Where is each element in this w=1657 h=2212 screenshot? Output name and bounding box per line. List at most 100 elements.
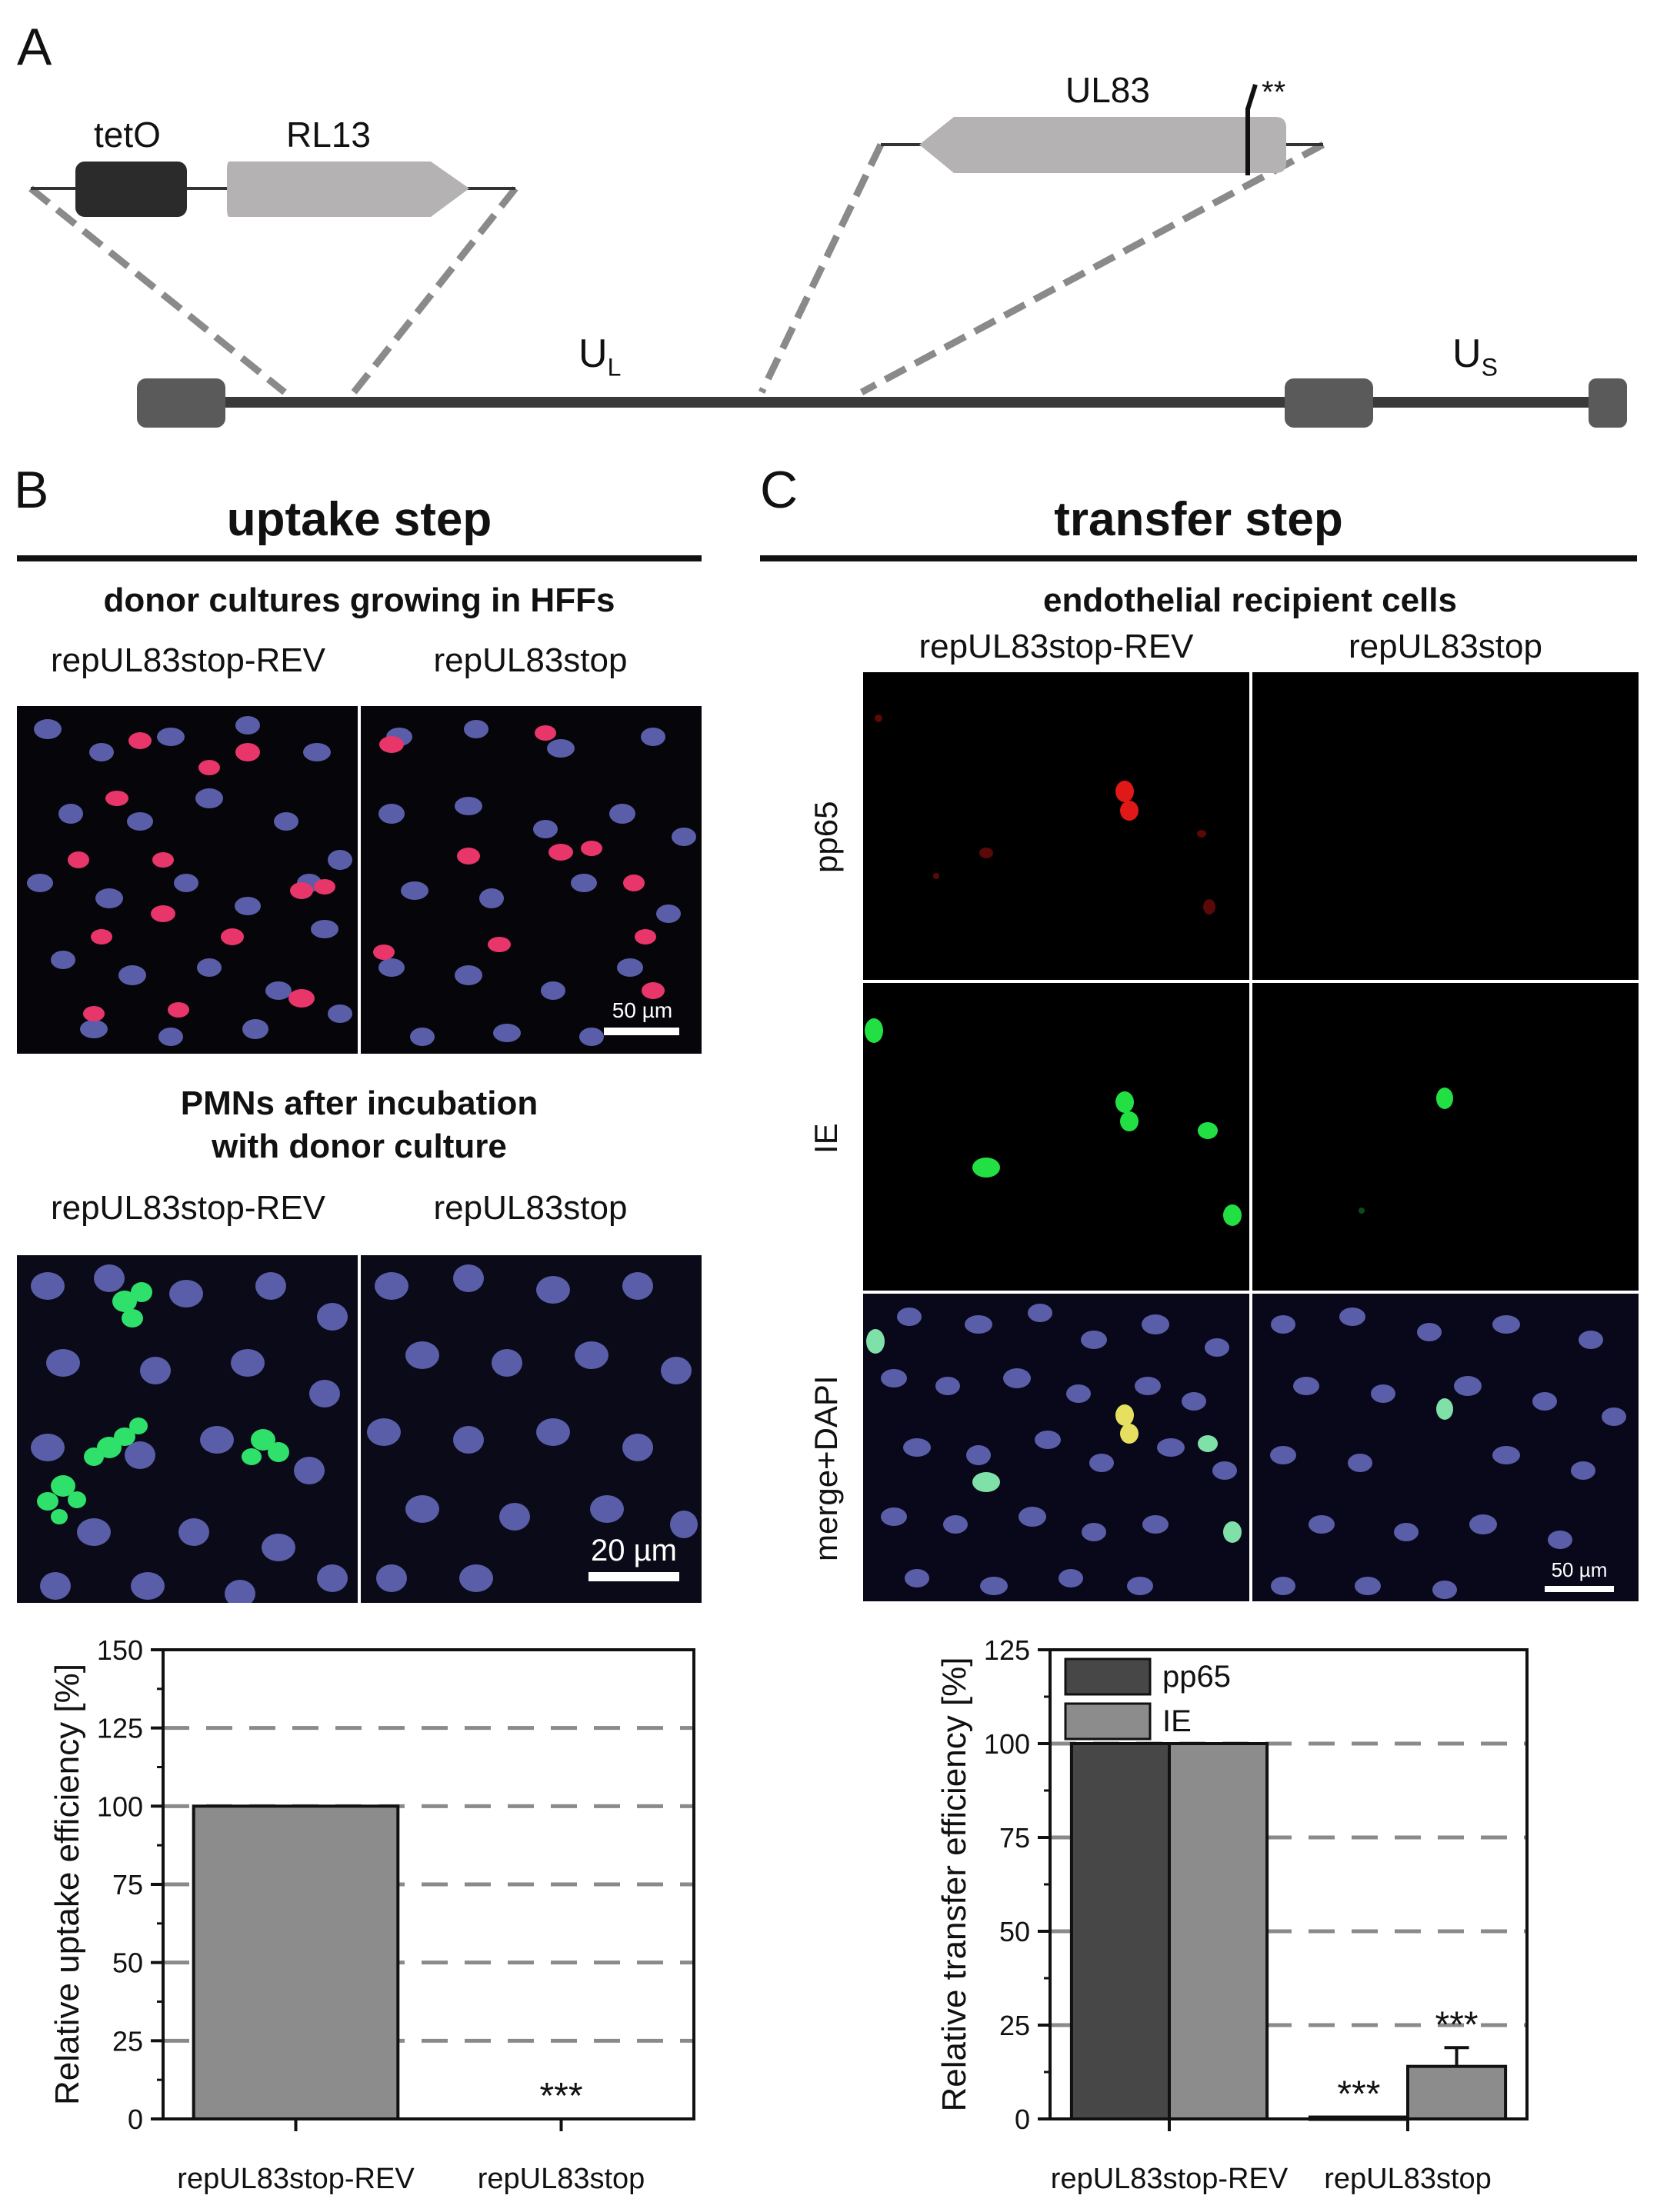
terminal-repeat-right [1589,378,1627,428]
genome-map [28,84,1627,428]
ie-stop-cells [1359,1088,1453,1214]
tetO-label: tetO [94,115,161,155]
donor-rev-cells [27,716,352,1046]
y-tick-label: 0 [1015,2104,1030,2135]
recipient-label-rev: repUL83stop-REV [919,628,1194,665]
pmn-rev-cells [31,1264,348,1603]
y-tick-label: 50 [112,1947,143,1979]
donor-label-stop: repUL83stop [433,641,628,679]
merge-image-stop: 50 µm [1252,1294,1639,1601]
recipient-scale-label: 50 µm [1551,1558,1608,1581]
stop-codon-tick [1245,84,1258,110]
recipient-scale-bar [1545,1586,1614,1592]
y-tick-label: 125 [97,1713,143,1744]
transfer-rule [760,555,1637,561]
y-tick-label: 100 [97,1791,143,1822]
significance-label: *** [1435,2004,1479,2045]
stop-mark-label: ** [1262,75,1286,109]
x-tick-label: repUL83stop-REV [1051,2163,1289,2195]
ie-image-rev [863,983,1249,1291]
donor-scale-label: 50 µm [612,998,673,1022]
zoom-line-left-2 [351,186,518,395]
donor-image-stop: 50 µm [361,706,702,1054]
bar-IE-repUL83stop-REV [1168,1742,1269,2120]
internal-repeat [1285,378,1373,428]
pp65-rev-cells [875,715,1215,914]
UL-sub: L [607,353,622,381]
terminal-repeat-left [137,378,225,428]
pp65-image-rev [863,672,1249,980]
pp65-image-stop [1252,672,1639,980]
legend-label-pp65: pp65 [1162,1660,1231,1694]
donor-scale-bar [604,1028,679,1035]
y-tick-label: 25 [112,2025,143,2057]
donor-stop-cells [373,720,696,1046]
donor-label-rev: repUL83stop-REV [50,641,326,679]
merge-rev-cells [866,1304,1242,1595]
UL83-label: UL83 [1065,70,1150,110]
x-tick-label: repUL83stop-REV [177,2163,415,2195]
pmn-title-line2: with donor culture [212,1128,507,1165]
US-sub: S [1481,353,1498,381]
RL13-arrow [227,162,469,217]
bar-pp65-repUL83stop-REV [1069,1742,1171,2120]
pmn-title-line1: PMNs after incubation [180,1084,538,1122]
y-tick-label: 150 [97,1634,143,1666]
merge-stop-cells [1270,1308,1626,1599]
pmn-scale-bar [588,1572,679,1581]
merge-image-rev [863,1294,1249,1601]
legend-label-IE: IE [1162,1704,1192,1738]
UL-main: U [578,331,608,376]
uptake-chart: 0 25 50 75 100 125 150 Relative uptake efficien… [48,1634,695,2195]
uptake-rule [17,555,702,561]
zoom-line-left-1 [28,185,287,395]
significance-label: *** [1337,2074,1380,2115]
tetO-box [75,162,187,217]
pmn-label-rev: repUL83stop-REV [50,1189,326,1227]
pmn-label-stop: repUL83stop [433,1189,628,1227]
pmn-image-stop: 20 µm [361,1255,702,1603]
UL-region-label: UL [578,331,621,381]
UL83-arrow [919,117,1286,173]
zoom-line-right-2 [859,142,1325,395]
pmn-scale-label: 20 µm [591,1534,677,1567]
y-tick-label: 75 [112,1869,143,1901]
RL13-label: RL13 [286,115,371,155]
row-label-pp65: pp65 [808,801,844,873]
ie-image-stop [1252,983,1639,1291]
bar-pp65-repUL83stop [1308,2115,1410,2121]
y-tick-label: 0 [128,2104,143,2135]
x-tick-label: repUL83stop [478,2163,645,2195]
y-tick-label: 75 [999,1822,1030,1854]
legend-swatch-IE [1064,1702,1152,1741]
ie-rev-cells [865,1018,1242,1226]
donor-image-rev [17,706,358,1054]
transfer-chart: 0 25 50 75 100 125 Relative transfer efficienc… [935,1634,1529,2195]
US-region-label: US [1452,331,1498,381]
transfer-title: transfer step [1054,493,1343,546]
recipient-title: endothelial recipient cells [1043,581,1457,619]
legend-swatch-pp65 [1064,1657,1152,1696]
row-label-ie: IE [808,1123,844,1154]
y-tick-label: 25 [999,2010,1030,2041]
panel-b-letter: B [14,461,49,519]
panel-a-letter: A [17,18,52,76]
donor-title: donor cultures growing in HFFs [103,581,615,619]
row-label-merge: merge+DAPI [808,1375,844,1561]
US-main: U [1452,331,1482,376]
bar-IE-repUL83stop [1406,2064,1508,2120]
significance-label: *** [539,2076,582,2117]
pmn-stop-cells [367,1264,698,1592]
y-axis-label: Relative uptake efficiency [%] [48,1664,86,2105]
y-tick-label: 125 [984,1634,1030,1666]
bar-repUL83stop-REV [192,1804,400,2120]
y-axis-label: Relative transfer efficiency [%] [935,1657,973,2112]
uptake-title: uptake step [226,493,492,546]
recipient-label-stop: repUL83stop [1349,628,1542,665]
y-tick-label: 50 [999,1916,1030,1947]
zoom-line-right-1 [758,143,885,394]
x-tick-label: repUL83stop [1324,2163,1492,2195]
panel-c-letter: C [760,461,798,519]
pmn-image-rev [17,1255,358,1603]
y-tick-label: 100 [984,1728,1030,1760]
